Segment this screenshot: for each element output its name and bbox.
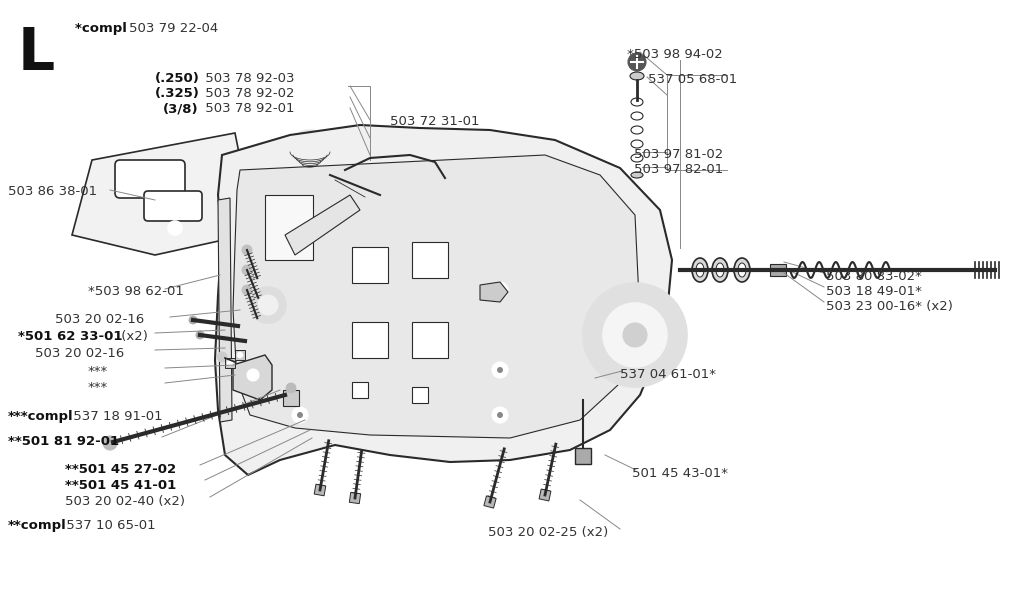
- Polygon shape: [285, 195, 360, 255]
- Bar: [225, 358, 234, 368]
- Text: **501 81 92-01: **501 81 92-01: [8, 435, 119, 448]
- Circle shape: [492, 407, 508, 423]
- Text: 503 20 02-16: 503 20 02-16: [55, 313, 144, 326]
- Text: 503 97 82-01: 503 97 82-01: [634, 163, 723, 176]
- Circle shape: [297, 412, 303, 418]
- Ellipse shape: [630, 72, 644, 80]
- Text: 503 80 83-02*: 503 80 83-02*: [826, 270, 922, 283]
- Text: 503 20 02-25 (x2): 503 20 02-25 (x2): [488, 526, 608, 539]
- Text: ***compl: ***compl: [8, 410, 74, 423]
- Circle shape: [247, 369, 259, 381]
- Bar: [770, 264, 786, 276]
- Bar: [412, 387, 428, 403]
- Text: 503 78 92-02: 503 78 92-02: [201, 87, 295, 100]
- Circle shape: [603, 303, 667, 367]
- Text: ***: ***: [88, 381, 109, 394]
- Circle shape: [292, 407, 308, 423]
- Text: *503 98 62-01: *503 98 62-01: [88, 285, 184, 298]
- Polygon shape: [72, 133, 255, 255]
- Polygon shape: [215, 125, 672, 475]
- Text: 503 23 00-16* (x2): 503 23 00-16* (x2): [826, 300, 953, 313]
- Bar: [352, 247, 388, 283]
- Bar: [539, 489, 551, 501]
- Text: 503 86 38-01: 503 86 38-01: [8, 185, 97, 198]
- Bar: [412, 322, 449, 358]
- Circle shape: [217, 352, 227, 362]
- Circle shape: [628, 53, 646, 71]
- Text: 537 05 68-01: 537 05 68-01: [648, 73, 737, 86]
- Ellipse shape: [692, 258, 708, 282]
- Text: (.325): (.325): [155, 87, 200, 100]
- Polygon shape: [218, 198, 232, 422]
- Ellipse shape: [631, 172, 643, 178]
- Bar: [283, 390, 299, 406]
- Text: 503 72 31-01: 503 72 31-01: [390, 115, 479, 128]
- Text: 537 18 91-01: 537 18 91-01: [70, 410, 163, 423]
- Ellipse shape: [734, 258, 750, 282]
- Bar: [265, 195, 313, 260]
- Polygon shape: [480, 282, 508, 302]
- Circle shape: [288, 130, 332, 174]
- Circle shape: [497, 412, 503, 418]
- Text: *501 62 33-01: *501 62 33-01: [18, 330, 123, 343]
- Ellipse shape: [295, 159, 325, 169]
- Ellipse shape: [712, 258, 728, 282]
- Text: **compl: **compl: [8, 519, 67, 532]
- Circle shape: [258, 295, 278, 315]
- Text: 503 20 02-16: 503 20 02-16: [35, 347, 124, 360]
- Circle shape: [196, 331, 204, 339]
- Bar: [412, 242, 449, 278]
- Text: 503 78 92-01: 503 78 92-01: [202, 102, 295, 115]
- Circle shape: [242, 265, 252, 275]
- Circle shape: [623, 323, 647, 347]
- Circle shape: [497, 367, 503, 373]
- Bar: [484, 496, 496, 508]
- Circle shape: [250, 287, 286, 323]
- Text: 501 45 43-01*: 501 45 43-01*: [632, 467, 728, 480]
- Text: ***: ***: [88, 365, 109, 378]
- Circle shape: [497, 287, 503, 293]
- Circle shape: [492, 362, 508, 378]
- Text: L: L: [18, 25, 55, 82]
- Ellipse shape: [696, 263, 705, 277]
- Text: **501 45 41-01: **501 45 41-01: [65, 479, 176, 492]
- Circle shape: [227, 360, 233, 366]
- Text: (3/8): (3/8): [163, 102, 199, 115]
- Ellipse shape: [716, 263, 724, 277]
- Text: *compl: *compl: [75, 22, 131, 35]
- Text: 503 18 49-01*: 503 18 49-01*: [826, 285, 922, 298]
- Bar: [575, 448, 591, 464]
- Text: (x2): (x2): [118, 330, 148, 343]
- FancyBboxPatch shape: [115, 160, 185, 198]
- Text: 537 10 65-01: 537 10 65-01: [61, 519, 156, 532]
- Text: 503 79 22-04: 503 79 22-04: [129, 22, 218, 35]
- Circle shape: [242, 245, 252, 255]
- Circle shape: [286, 383, 296, 393]
- Text: (.250): (.250): [155, 72, 200, 85]
- Text: 503 78 92-03: 503 78 92-03: [201, 72, 295, 85]
- Bar: [349, 492, 360, 503]
- Text: *503 98 94-02: *503 98 94-02: [627, 48, 723, 61]
- Circle shape: [242, 285, 252, 295]
- Polygon shape: [233, 355, 272, 400]
- Circle shape: [237, 352, 243, 358]
- Circle shape: [189, 316, 197, 324]
- Circle shape: [103, 436, 117, 450]
- Bar: [234, 350, 245, 360]
- FancyBboxPatch shape: [144, 191, 202, 221]
- Text: 503 20 02-40 (x2): 503 20 02-40 (x2): [65, 495, 185, 508]
- Bar: [314, 484, 326, 496]
- Ellipse shape: [738, 263, 746, 277]
- Polygon shape: [233, 155, 640, 438]
- Circle shape: [583, 283, 687, 387]
- Text: 503 97 81-02: 503 97 81-02: [634, 148, 723, 161]
- Circle shape: [492, 282, 508, 298]
- Circle shape: [168, 221, 182, 235]
- Text: **501 45 27-02: **501 45 27-02: [65, 463, 176, 476]
- Text: 537 04 61-01*: 537 04 61-01*: [620, 368, 716, 381]
- Bar: [352, 382, 368, 398]
- Bar: [352, 322, 388, 358]
